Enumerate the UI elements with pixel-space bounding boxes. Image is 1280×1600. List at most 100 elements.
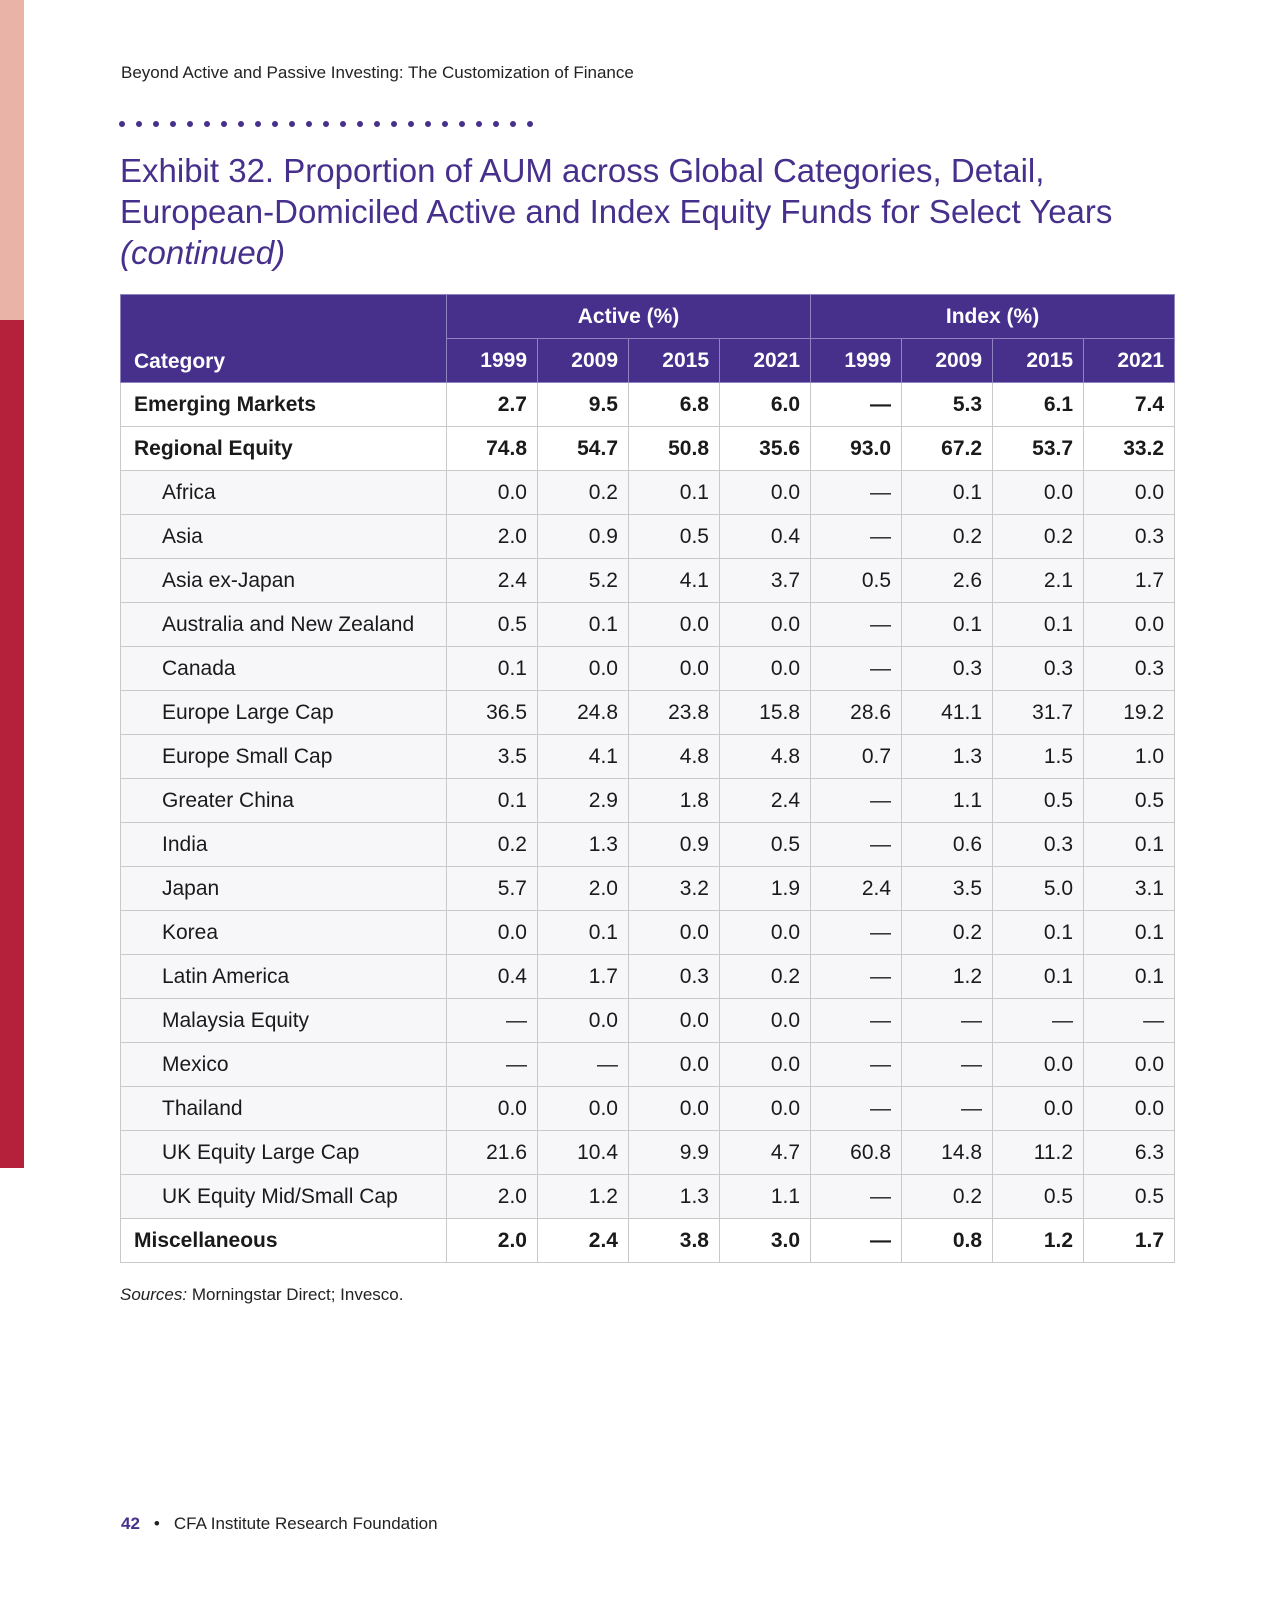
value-cell: 1.7 bbox=[1083, 1218, 1176, 1263]
category-cell: Emerging Markets bbox=[120, 382, 447, 427]
value-cell: 0.0 bbox=[1083, 1042, 1176, 1087]
value-cell: 0.2 bbox=[901, 910, 994, 955]
value-cell: — bbox=[446, 1042, 538, 1087]
table-row: Mexico — — 0.0 0.0 — — 0.0 0.0 bbox=[120, 1042, 1176, 1087]
value-cell: 0.3 bbox=[1083, 646, 1176, 691]
value-cell: 74.8 bbox=[446, 426, 538, 471]
value-cell: 0.0 bbox=[628, 910, 720, 955]
value-cell: 23.8 bbox=[628, 690, 720, 735]
exhibit-title: Exhibit 32. Proportion of AUM across Glo… bbox=[120, 150, 1160, 273]
value-cell: 0.1 bbox=[446, 778, 538, 823]
value-cell: 53.7 bbox=[992, 426, 1085, 471]
value-cell: 0.2 bbox=[901, 1174, 994, 1219]
value-cell: 2.0 bbox=[446, 1174, 538, 1219]
value-cell: 19.2 bbox=[1083, 690, 1176, 735]
year-header: 1999 bbox=[446, 338, 538, 383]
divider-dot bbox=[255, 121, 261, 127]
table-row: Canada 0.1 0.0 0.0 0.0 — 0.3 0.3 0.3 bbox=[120, 646, 1176, 691]
sources-note: Sources: Morningstar Direct; Invesco. bbox=[120, 1285, 403, 1305]
value-cell: 2.0 bbox=[446, 514, 538, 559]
value-cell: 3.5 bbox=[901, 866, 994, 911]
value-cell: — bbox=[810, 646, 903, 691]
value-cell: — bbox=[810, 1174, 903, 1219]
value-cell: 1.0 bbox=[1083, 734, 1176, 779]
value-cell: — bbox=[1083, 998, 1176, 1043]
value-cell: 1.7 bbox=[537, 954, 629, 999]
running-header: Beyond Active and Passive Investing: The… bbox=[121, 63, 634, 82]
value-cell: 0.0 bbox=[628, 1042, 720, 1087]
value-cell: 36.5 bbox=[446, 690, 538, 735]
divider-dot bbox=[187, 121, 193, 127]
value-cell: 3.1 bbox=[1083, 866, 1176, 911]
value-cell: 5.0 bbox=[992, 866, 1085, 911]
value-cell: 3.2 bbox=[628, 866, 720, 911]
value-cell: 0.1 bbox=[446, 646, 538, 691]
table-row: Malaysia Equity — 0.0 0.0 0.0 — — — — bbox=[120, 998, 1176, 1043]
divider-dot bbox=[289, 121, 295, 127]
value-cell: 0.0 bbox=[446, 1086, 538, 1131]
value-cell: 28.6 bbox=[810, 690, 903, 735]
value-cell: 93.0 bbox=[810, 426, 903, 471]
value-cell: — bbox=[537, 1042, 629, 1087]
value-cell: — bbox=[992, 998, 1085, 1043]
value-cell: 4.8 bbox=[718, 734, 812, 779]
divider-dot bbox=[119, 121, 125, 127]
value-cell: 0.1 bbox=[901, 470, 994, 515]
value-cell: — bbox=[810, 382, 903, 427]
year-header: 2009 bbox=[901, 338, 994, 383]
table-row: Europe Small Cap 3.5 4.1 4.8 4.8 0.7 1.3… bbox=[120, 734, 1176, 779]
value-cell: 1.1 bbox=[718, 1174, 812, 1219]
value-cell: — bbox=[810, 470, 903, 515]
divider-dot bbox=[374, 121, 380, 127]
table-row: Asia 2.0 0.9 0.5 0.4 — 0.2 0.2 0.3 bbox=[120, 514, 1176, 559]
value-cell: 0.1 bbox=[992, 602, 1085, 647]
value-cell: — bbox=[810, 1218, 903, 1263]
category-cell: UK Equity Mid/Small Cap bbox=[120, 1174, 447, 1219]
value-cell: — bbox=[810, 514, 903, 559]
value-cell: 3.7 bbox=[718, 558, 812, 603]
value-cell: 2.7 bbox=[446, 382, 538, 427]
value-cell: 60.8 bbox=[810, 1130, 903, 1175]
value-cell: 0.9 bbox=[628, 822, 720, 867]
value-cell: 1.8 bbox=[628, 778, 720, 823]
divider-dot bbox=[476, 121, 482, 127]
value-cell: 0.0 bbox=[992, 1042, 1085, 1087]
value-cell: 0.1 bbox=[992, 954, 1085, 999]
value-cell: 0.5 bbox=[446, 602, 538, 647]
value-cell: 0.5 bbox=[718, 822, 812, 867]
value-cell: 2.1 bbox=[992, 558, 1085, 603]
value-cell: 0.1 bbox=[537, 910, 629, 955]
value-cell: 4.1 bbox=[537, 734, 629, 779]
value-cell: — bbox=[810, 1042, 903, 1087]
value-cell: 0.1 bbox=[1083, 822, 1176, 867]
category-cell: Japan bbox=[120, 866, 447, 911]
value-cell: 0.2 bbox=[718, 954, 812, 999]
category-cell: Europe Small Cap bbox=[120, 734, 447, 779]
value-cell: — bbox=[810, 822, 903, 867]
table-row: Europe Large Cap 36.5 24.8 23.8 15.8 28.… bbox=[120, 690, 1176, 735]
value-cell: 4.7 bbox=[718, 1130, 812, 1175]
value-cell: 2.4 bbox=[537, 1218, 629, 1263]
value-cell: 0.4 bbox=[446, 954, 538, 999]
year-header: 2021 bbox=[718, 338, 812, 383]
value-cell: 33.2 bbox=[1083, 426, 1176, 471]
value-cell: 14.8 bbox=[901, 1130, 994, 1175]
value-cell: 0.5 bbox=[628, 514, 720, 559]
value-cell: 0.0 bbox=[992, 1086, 1085, 1131]
value-cell: 0.3 bbox=[992, 822, 1085, 867]
value-cell: 0.0 bbox=[718, 470, 812, 515]
table-row: UK Equity Mid/Small Cap 2.0 1.2 1.3 1.1 … bbox=[120, 1174, 1176, 1219]
value-cell: 0.0 bbox=[537, 646, 629, 691]
divider-dot bbox=[493, 121, 499, 127]
value-cell: 0.1 bbox=[992, 910, 1085, 955]
value-cell: 1.3 bbox=[901, 734, 994, 779]
category-cell: Europe Large Cap bbox=[120, 690, 447, 735]
divider-dot bbox=[306, 121, 312, 127]
divider-dot bbox=[272, 121, 278, 127]
value-cell: 0.1 bbox=[537, 602, 629, 647]
category-cell: Miscellaneous bbox=[120, 1218, 447, 1263]
divider-dot bbox=[527, 121, 533, 127]
value-cell: 0.0 bbox=[1083, 602, 1176, 647]
year-header: 2015 bbox=[628, 338, 720, 383]
category-cell: Asia bbox=[120, 514, 447, 559]
